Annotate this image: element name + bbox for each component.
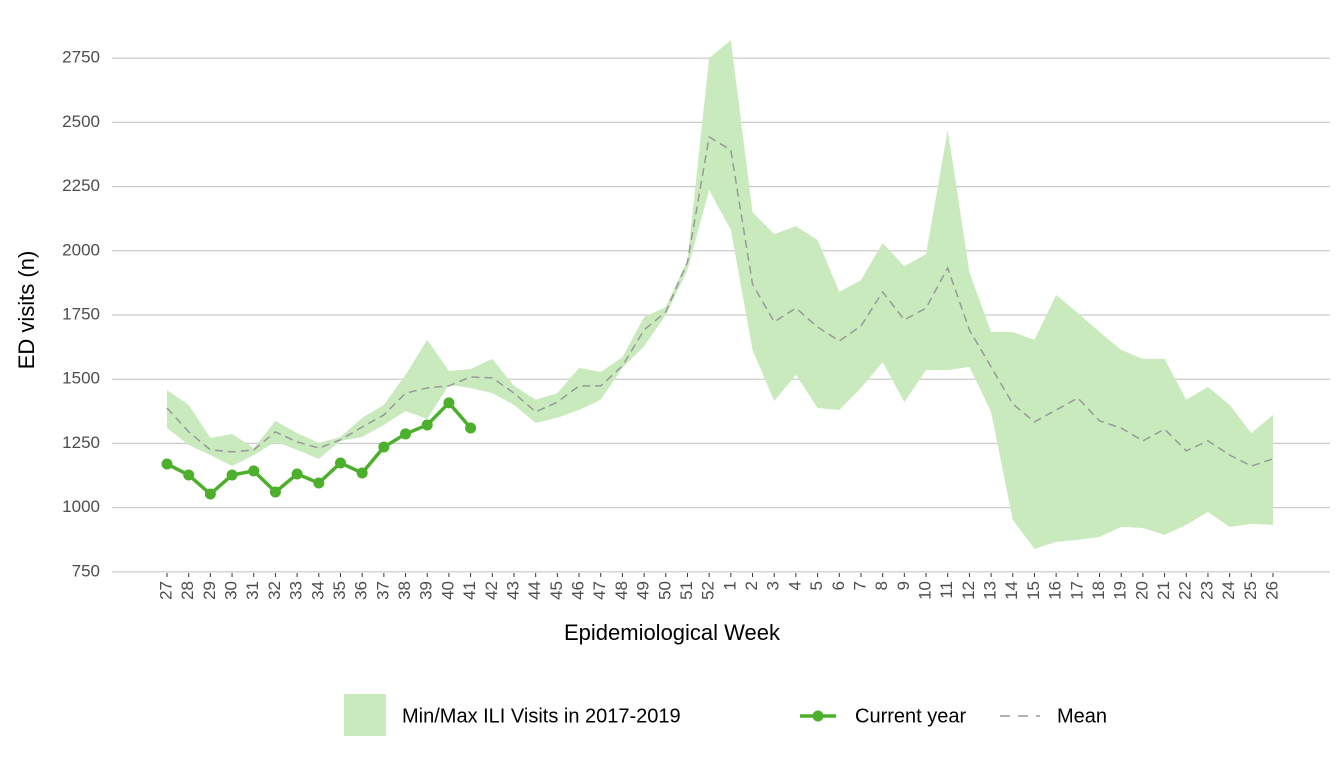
x-tick-label: 38 — [395, 581, 414, 600]
y-tick-label: 2500 — [62, 112, 100, 131]
point — [226, 469, 238, 481]
x-tick-label: 26 — [1262, 581, 1281, 600]
x-tick-label: 37 — [373, 581, 392, 600]
x-tick-label: 3 — [764, 581, 783, 590]
min-max-band — [167, 40, 1273, 549]
point — [291, 468, 303, 480]
x-tick-label: 24 — [1219, 581, 1238, 600]
x-tick-label: 13 — [981, 581, 1000, 600]
line — [166, 135, 1274, 467]
point — [378, 441, 390, 453]
x-tick-label: 16 — [1046, 581, 1065, 600]
x-tick-label: 1 — [720, 581, 739, 590]
y-tick-label: 2000 — [62, 240, 100, 259]
x-tick-label: 41 — [460, 581, 479, 600]
x-axis-label: Epidemiological Week — [564, 620, 781, 645]
x-tick-label: 2 — [742, 581, 761, 590]
point — [204, 488, 216, 500]
x-tick-label: 6 — [829, 581, 848, 590]
x-tick-label: 27 — [156, 581, 175, 600]
x-tick-label: 31 — [243, 581, 262, 600]
x-tick-label: 18 — [1089, 581, 1108, 600]
point — [443, 397, 455, 409]
x-tick-label: 11 — [937, 581, 956, 599]
point — [269, 486, 281, 498]
x-tick-label: 20 — [1132, 581, 1151, 600]
x-tick-label: 32 — [265, 581, 284, 600]
x-tick-label: 17 — [1067, 581, 1086, 600]
x-tick-label: 25 — [1241, 581, 1260, 600]
x-tick-label: 14 — [1002, 581, 1021, 600]
x-tick-label: 50 — [655, 581, 674, 600]
point — [400, 428, 412, 440]
x-tick-label: 39 — [417, 581, 436, 600]
x-tick-label: 49 — [634, 581, 653, 600]
x-tick-label: 28 — [178, 581, 197, 600]
point — [334, 457, 346, 469]
point — [421, 419, 433, 431]
x-tick-label: 15 — [1024, 581, 1043, 600]
x-tick-label: 23 — [1197, 581, 1216, 600]
x-tick-label: 42 — [482, 581, 501, 600]
x-tick-label: 36 — [352, 581, 371, 600]
x-tick-label: 30 — [222, 581, 241, 600]
y-tick-label: 750 — [72, 561, 100, 580]
x-tick-label: 47 — [590, 581, 609, 600]
y-tick-label: 1500 — [62, 369, 100, 388]
y-tick-label: 2250 — [62, 176, 100, 195]
point — [465, 422, 477, 434]
x-tick-label: 10 — [916, 581, 935, 600]
x-tick-label: 45 — [547, 581, 566, 600]
x-tick-label: 43 — [503, 581, 522, 600]
point — [356, 467, 368, 479]
x-tick-label: 9 — [894, 581, 913, 590]
point — [313, 477, 325, 489]
y-tick-label: 1250 — [62, 433, 100, 452]
y-axis-label: ED visits (n) — [14, 251, 39, 370]
x-tick-label: 19 — [1111, 581, 1130, 600]
x-tick-label: 51 — [677, 581, 696, 600]
point — [161, 458, 173, 470]
x-tick-label: 34 — [308, 581, 327, 600]
x-tick-label: 52 — [699, 581, 718, 600]
legend-label: Min/Max ILI Visits in 2017-2019 — [402, 705, 681, 727]
x-tick-label: 8 — [872, 581, 891, 590]
x-tick-label: 5 — [807, 581, 826, 590]
legend-swatch — [812, 710, 824, 722]
x-tick-label: 44 — [525, 581, 544, 600]
point — [183, 469, 195, 481]
x-tick-label: 46 — [569, 581, 588, 600]
legend-swatch — [344, 694, 386, 736]
y-tick-label: 1000 — [62, 497, 100, 516]
x-tick-label: 33 — [287, 581, 306, 600]
legend-label: Mean — [1057, 705, 1107, 727]
y-tick-label: 1750 — [62, 304, 100, 323]
y-tick-label: 2750 — [62, 48, 100, 67]
x-tick-label: 7 — [850, 581, 869, 590]
x-tick-label: 29 — [200, 581, 219, 600]
x-tick-label: 48 — [612, 581, 631, 600]
x-tick-label: 21 — [1154, 581, 1173, 600]
x-tick-label: 35 — [330, 581, 349, 600]
x-tick-label: 40 — [438, 581, 457, 600]
x-tick-label: 12 — [959, 581, 978, 600]
x-tick-label: 22 — [1176, 581, 1195, 600]
legend-label: Current year — [855, 705, 966, 727]
x-tick-label: 4 — [785, 581, 804, 590]
point — [248, 465, 260, 477]
